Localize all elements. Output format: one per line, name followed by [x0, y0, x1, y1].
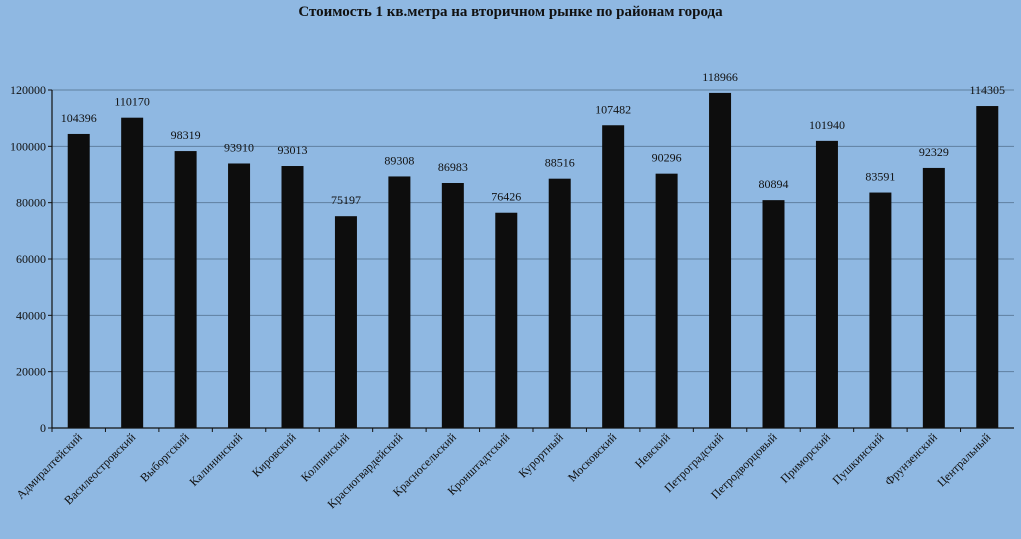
bar [548, 178, 571, 428]
y-tick-label: 100000 [10, 139, 46, 153]
y-tick-label: 60000 [16, 252, 46, 266]
x-tick-label: Колпинский [298, 430, 353, 485]
bar [228, 163, 251, 429]
x-tick-label: Приморский [777, 430, 833, 486]
bar [762, 200, 785, 428]
x-tick-label: Курортный [516, 430, 567, 481]
bar [441, 182, 464, 428]
x-tick-label: Кировский [249, 430, 299, 480]
x-tick-label: Выборгский [137, 430, 192, 485]
data-label: 107482 [595, 102, 631, 116]
data-label: 118966 [702, 70, 738, 84]
bar [602, 125, 625, 428]
data-label: 89308 [384, 153, 414, 167]
data-label: 80894 [759, 177, 789, 191]
chart-title: Стоимость 1 кв.метра на вторичном рынке … [298, 4, 723, 20]
x-tick-label: Фрунзенский [882, 430, 941, 489]
bar [709, 92, 732, 429]
data-label: 93910 [224, 140, 254, 154]
data-label: 93013 [278, 143, 308, 157]
data-label: 92329 [919, 145, 949, 159]
y-tick-label: 40000 [16, 308, 46, 322]
bar [495, 212, 518, 428]
bar [67, 133, 90, 428]
data-label: 104396 [61, 111, 97, 125]
x-tick-label: Московский [565, 430, 620, 485]
y-tick-label: 80000 [16, 196, 46, 210]
data-label: 76426 [491, 190, 521, 204]
bar [869, 192, 892, 428]
bar [121, 117, 144, 428]
bar [174, 151, 197, 428]
data-label: 110170 [114, 95, 150, 109]
data-label: 98319 [171, 128, 201, 142]
bar [388, 176, 411, 428]
y-tick-label: 20000 [16, 365, 46, 379]
data-label: 90296 [652, 151, 682, 165]
bar [655, 173, 678, 428]
y-tick-label: 120000 [10, 83, 46, 97]
data-label: 88516 [545, 156, 575, 170]
y-tick-label: 0 [40, 421, 46, 435]
bar [922, 167, 945, 428]
bar [815, 140, 838, 428]
data-label: 75197 [331, 193, 361, 207]
x-tick-label: Пушкинский [830, 430, 887, 487]
bar [334, 216, 357, 428]
x-tick-label: Центральный [934, 430, 994, 490]
x-tick-label: Калининский [187, 430, 246, 489]
data-label: 114305 [969, 83, 1005, 97]
data-label: 86983 [438, 160, 468, 174]
bar [976, 106, 999, 428]
x-tick-label: Невский [632, 430, 673, 471]
bar [281, 166, 304, 429]
data-label: 101940 [809, 118, 845, 132]
data-label: 83591 [865, 170, 895, 184]
